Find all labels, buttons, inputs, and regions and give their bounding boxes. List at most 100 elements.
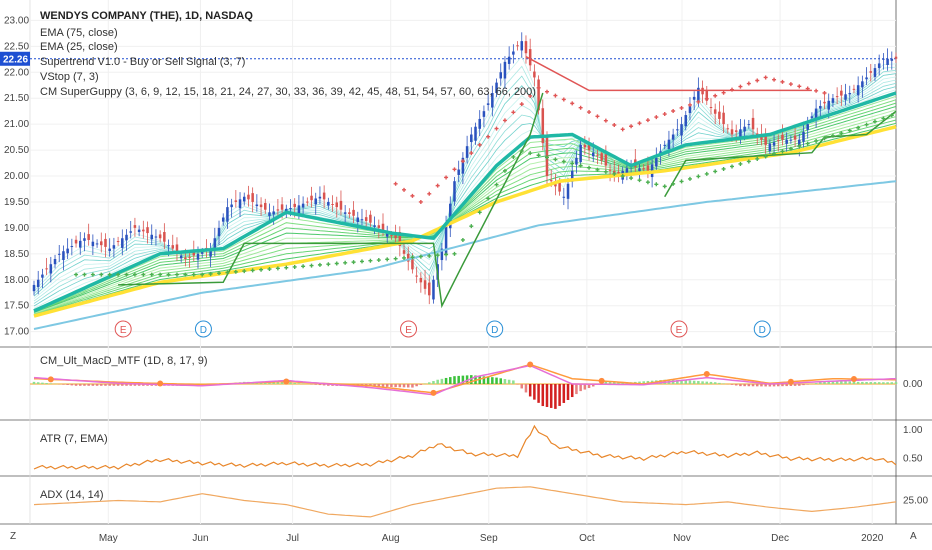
atr-pane[interactable]: 1.00 0.50 <box>33 425 923 470</box>
macd-histogram-bar <box>419 384 423 385</box>
candle-body <box>268 212 271 216</box>
candle-body <box>171 245 175 249</box>
macd-cross-dot <box>787 378 794 385</box>
vstop-down-marker <box>402 187 407 192</box>
vstop-down-marker <box>587 110 592 115</box>
vstop-down-marker <box>578 105 583 110</box>
vstop-up-marker <box>452 251 457 256</box>
macd-histogram-bar <box>545 384 549 407</box>
footer-left-symbol[interactable]: Z <box>10 531 16 542</box>
indicator-vstop-label[interactable]: VStop (7, 3) <box>40 71 99 83</box>
macd-pane[interactable]: 0.00 <box>30 361 923 409</box>
macd-histogram-bar <box>613 381 616 384</box>
macd-histogram-bar <box>604 381 608 384</box>
vstop-up-marker <box>494 182 499 187</box>
macd-histogram-bar <box>848 381 852 384</box>
candle-body <box>449 203 452 229</box>
vstop-up-marker <box>696 174 701 179</box>
candle-body <box>697 87 700 102</box>
candle-body <box>188 256 191 258</box>
vstop-down-marker <box>629 124 634 129</box>
candle-body <box>259 204 263 208</box>
indicator-ema75-label[interactable]: EMA (75, close) <box>40 27 118 39</box>
candle-body <box>318 196 322 199</box>
candle-body <box>419 277 423 283</box>
candle-body <box>129 231 132 233</box>
x-tick-label: Sep <box>480 533 498 544</box>
guppy-slow-line <box>33 106 897 314</box>
vstop-up-marker <box>368 258 373 263</box>
candle-body <box>146 227 149 234</box>
macd-histogram-bar <box>852 381 856 384</box>
vstop-down-marker <box>620 127 625 132</box>
macd-histogram-bar <box>390 384 393 388</box>
vstop-up-marker <box>444 252 449 257</box>
atr-label[interactable]: ATR (7, EMA) <box>40 433 108 445</box>
vstop-up-marker <box>536 153 541 158</box>
event-marker-circle[interactable] <box>114 320 132 338</box>
vstop-up-marker <box>309 263 314 268</box>
candle-body <box>684 115 688 127</box>
candle-body <box>709 107 713 109</box>
macd-histogram-bar <box>734 384 738 386</box>
vstop-down-marker <box>730 87 735 92</box>
macd-histogram-bar <box>449 377 452 384</box>
indicator-ema25-label[interactable]: EMA (25, close) <box>40 41 118 53</box>
event-marker-circle[interactable] <box>486 320 504 338</box>
macd-histogram-bar <box>70 384 74 386</box>
candle-body <box>192 251 196 256</box>
candle-body <box>137 229 141 233</box>
macd-histogram-bar <box>701 381 704 384</box>
candle-body <box>583 144 587 148</box>
candle-body <box>886 58 889 65</box>
vstop-down-marker <box>519 102 524 107</box>
candle-body <box>625 168 629 173</box>
macd-histogram-bar <box>835 380 839 384</box>
candle-body <box>617 171 620 174</box>
indicator-supertrend-label[interactable]: Supertrend V1.0 - Buy or Sell Signal (3,… <box>40 56 245 68</box>
adx-pane[interactable]: 25.00 <box>33 486 928 518</box>
candle-body <box>41 274 44 278</box>
candle-body <box>844 94 847 100</box>
event-marker-circle[interactable] <box>753 320 771 338</box>
price-tick-label: 21.50 <box>4 93 29 104</box>
macd-histogram-bar <box>482 376 486 384</box>
candle-body <box>600 153 603 161</box>
vstop-up-marker <box>629 176 634 181</box>
macd-histogram-bar <box>751 384 755 387</box>
event-marker-circle[interactable] <box>194 320 212 338</box>
macd-histogram-bar <box>869 382 873 384</box>
candle-body <box>713 109 717 114</box>
candle-body <box>798 139 801 146</box>
macd-histogram-bar <box>789 384 793 386</box>
candle-body <box>301 203 305 208</box>
vstop-up-marker <box>200 272 205 277</box>
price-tick-label: 23.00 <box>4 15 29 26</box>
candle-body <box>747 124 751 126</box>
macd-histogram-bar <box>415 384 418 387</box>
macd-label[interactable]: CM_Ult_MacD_MTF (1D, 8, 17, 9) <box>40 355 207 367</box>
candle-body <box>642 168 645 170</box>
candle-body <box>869 71 873 73</box>
macd-histogram-bar <box>436 379 439 384</box>
macd-histogram-bar <box>890 382 894 384</box>
footer-right-symbol[interactable]: A <box>910 531 917 542</box>
event-marker-circle[interactable] <box>670 320 688 338</box>
candle-body <box>512 51 515 55</box>
candle-body <box>781 134 784 140</box>
candle-body <box>663 144 666 146</box>
candle-body <box>116 241 120 243</box>
indicator-superguppy-label[interactable]: CM SuperGuppy (3, 6, 9, 12, 15, 18, 21, … <box>40 86 536 98</box>
macd-histogram-bar <box>608 381 612 384</box>
macd-histogram-bar <box>583 384 587 390</box>
guppy-slow-line <box>33 116 897 315</box>
candle-body <box>499 72 503 79</box>
adx-label[interactable]: ADX (14, 14) <box>40 489 104 501</box>
macd-signal-line <box>33 363 896 394</box>
macd-histogram-bar <box>777 384 780 387</box>
macd-histogram-bar <box>108 384 111 386</box>
macd-histogram-bar <box>427 382 431 384</box>
event-marker-circle[interactable] <box>400 320 418 338</box>
